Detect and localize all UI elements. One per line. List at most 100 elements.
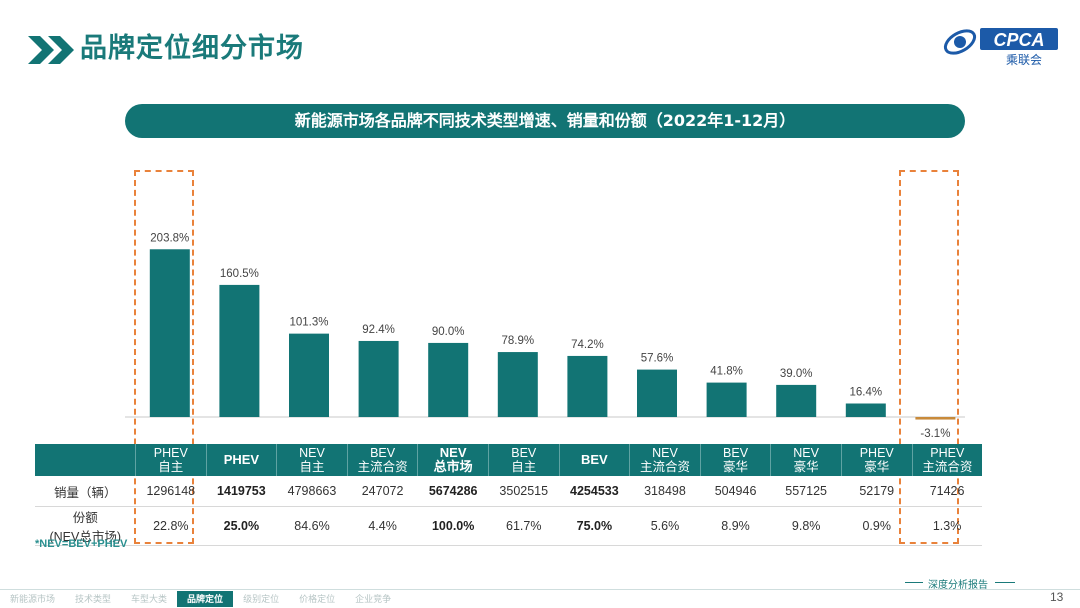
column-header-7: NEV 主流合资 xyxy=(629,444,701,476)
chart-title-banner: 新能源市场各品牌不同技术类型增速、销量和份额（2022年1-12月） xyxy=(125,104,965,138)
footer-nav-item[interactable]: 车型大类 xyxy=(131,594,168,604)
column-header-line1: BEV xyxy=(580,452,608,467)
data-label-1: 160.5% xyxy=(220,268,259,280)
bar-0 xyxy=(149,249,190,417)
table-header-row: PHEV 自主 PHEV NEV 自主 BEV 主流合资 NEV 总市场 BEV 自主 BEV NEV 主… xyxy=(35,444,983,476)
footer-nav-item[interactable]: 新能源市场 xyxy=(10,594,56,604)
data-label-7: 57.6% xyxy=(641,353,674,365)
sales-cell: 318498 xyxy=(629,476,701,507)
table-row-sales: 销量（辆） 1296148 1419753 4798663 247072 5674286… xyxy=(35,476,983,507)
sales-cell: 1419753 xyxy=(206,476,277,507)
column-header-line1: NEV xyxy=(652,446,678,460)
logo-text: CPCA xyxy=(993,30,1044,50)
column-header-4: NEV 总市场 xyxy=(417,444,489,476)
column-header-line1: PHEV xyxy=(153,446,188,460)
row-label-share: 份额 (NEV总市场) xyxy=(35,506,136,546)
bar-4 xyxy=(428,342,469,417)
footer-nav-item[interactable]: 价格定位 xyxy=(299,594,336,604)
column-header-line2: 自主 xyxy=(299,460,325,474)
sales-cell: 5674286 xyxy=(417,476,489,507)
data-label-11: -3.1% xyxy=(920,428,950,440)
share-cell: 4.4% xyxy=(347,506,418,546)
column-header-line1: PHEV xyxy=(859,446,894,460)
logo-sub: 乘联会 xyxy=(1006,53,1042,67)
share-cell: 75.0% xyxy=(559,506,630,546)
share-cell: 100.0% xyxy=(417,506,489,546)
table-row-share: 份额 (NEV总市场) 22.8% 25.0% 84.6% 4.4% 100.0% 61.… xyxy=(35,506,983,546)
sales-cell: 52179 xyxy=(841,476,913,507)
sales-cell: 557125 xyxy=(770,476,842,507)
sales-cell: 504946 xyxy=(700,476,771,507)
row-label-share-line1: 份额 xyxy=(72,511,98,525)
column-header-line1: PHEV xyxy=(930,446,965,460)
share-cell: 5.6% xyxy=(629,506,701,546)
share-cell: 22.8% xyxy=(135,506,207,546)
bar-3 xyxy=(358,340,399,417)
share-cell: 0.9% xyxy=(841,506,913,546)
column-header-3: BEV 主流合资 xyxy=(346,444,418,476)
share-cell: 84.6% xyxy=(276,506,348,546)
footer-divider xyxy=(0,589,1080,590)
data-label-2: 101.3% xyxy=(289,317,328,329)
footer-nav-item[interactable]: 品牌定位 xyxy=(177,591,234,607)
chevron-arrows-icon xyxy=(28,36,74,64)
report-tag-line-right xyxy=(995,582,1015,583)
column-header-line2: 总市场 xyxy=(433,459,473,474)
sales-cell: 1296148 xyxy=(135,476,207,507)
sales-cell: 71426 xyxy=(912,476,983,507)
column-header-line1: BEV xyxy=(370,446,396,460)
column-header-line2: 主流合资 xyxy=(357,460,408,474)
column-header-11: PHEV 主流合资 xyxy=(911,444,983,476)
bar-9 xyxy=(776,384,817,417)
column-header-line2: 自主 xyxy=(511,460,537,474)
row-label-share-line2: (NEV总市场) xyxy=(49,530,122,544)
footer-nav-item[interactable]: 企业竞争 xyxy=(355,594,392,604)
data-label-8: 41.8% xyxy=(710,366,743,378)
bar-10 xyxy=(845,403,886,417)
column-header-line2: 主流合资 xyxy=(639,460,690,474)
data-label-3: 92.4% xyxy=(362,324,395,336)
column-header-line2: 豪华 xyxy=(723,460,749,474)
bar-8 xyxy=(706,382,747,417)
sales-cell: 4254533 xyxy=(559,476,630,507)
share-cell: 8.9% xyxy=(700,506,771,546)
data-label-10: 16.4% xyxy=(849,387,882,399)
column-header-line2: 豪华 xyxy=(793,460,819,474)
column-header-line1: BEV xyxy=(723,446,749,460)
bar-7 xyxy=(637,369,677,417)
data-label-5: 78.9% xyxy=(501,335,534,347)
cpca-logo: CPCA 乘联会 xyxy=(943,28,1058,67)
column-header-line2: 豪华 xyxy=(864,460,890,474)
bar-6 xyxy=(567,355,608,417)
column-header-line1: NEV xyxy=(793,446,819,460)
bar-1 xyxy=(219,284,260,417)
table-corner xyxy=(35,444,136,476)
data-table: PHEV 自主 PHEV NEV 自主 BEV 主流合资 NEV 总市场 BEV 自主 BEV NEV 主… xyxy=(35,444,983,546)
data-label-0: 203.8% xyxy=(150,232,189,244)
share-cell: 9.8% xyxy=(770,506,842,546)
column-header-line1: BEV xyxy=(511,446,537,460)
bar-11 xyxy=(915,417,956,420)
column-header-6: BEV xyxy=(558,444,630,476)
sales-cell: 4798663 xyxy=(276,476,348,507)
column-header-1: PHEV xyxy=(205,444,277,476)
footer-nav-item[interactable]: 技术类型 xyxy=(75,594,112,604)
data-label-6: 74.2% xyxy=(571,339,604,351)
column-header-9: NEV 豪华 xyxy=(770,444,842,476)
column-header-line1: PHEV xyxy=(223,452,260,467)
footer-nav-item[interactable]: 级别定位 xyxy=(243,594,280,604)
column-header-line2: 自主 xyxy=(158,460,184,474)
footnote: *NEV=BEV+PHEV xyxy=(35,538,128,550)
page-number: 13 xyxy=(1050,590,1064,604)
sales-cell: 3502515 xyxy=(488,476,560,507)
bar-2 xyxy=(289,333,329,417)
data-label-9: 39.0% xyxy=(780,368,813,380)
bar-5 xyxy=(497,352,538,417)
column-header-10: PHEV 豪华 xyxy=(840,444,913,476)
column-header-2: NEV 自主 xyxy=(276,444,348,476)
report-tag: 深度分析报告 xyxy=(928,580,988,591)
column-header-line1: NEV xyxy=(439,445,467,460)
share-cell: 25.0% xyxy=(206,506,277,546)
report-tag-line-left xyxy=(905,582,923,583)
